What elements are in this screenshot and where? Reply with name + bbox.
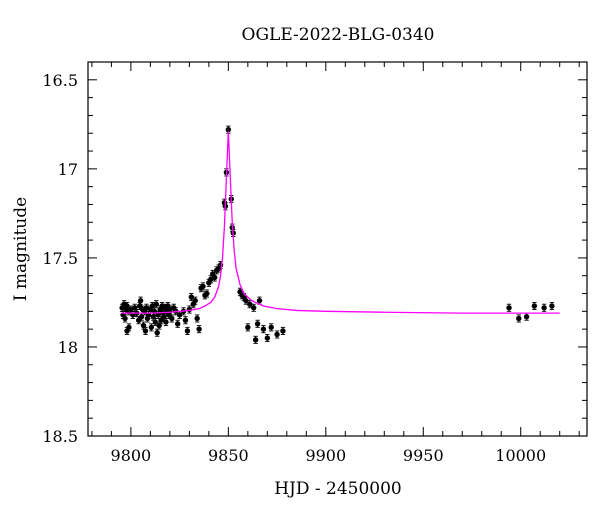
x-tick-label: 9950 <box>403 446 444 465</box>
data-point <box>523 313 530 320</box>
x-tick-label: 9850 <box>208 446 249 465</box>
data-point <box>140 322 147 329</box>
data-point <box>158 317 164 323</box>
data-point <box>156 322 162 329</box>
data-point <box>182 317 189 323</box>
data-point <box>531 303 538 309</box>
data-point <box>260 326 267 332</box>
data-point <box>142 328 149 334</box>
data-point <box>188 294 195 300</box>
data-point <box>256 297 263 304</box>
y-tick-label: 16.5 <box>42 71 78 90</box>
data-point <box>200 283 206 290</box>
data-point <box>194 315 200 322</box>
data-point <box>148 324 155 331</box>
data-point <box>250 305 257 311</box>
data-point <box>137 297 144 304</box>
data-point <box>166 312 172 318</box>
data-point <box>549 303 555 309</box>
model-curve <box>121 131 560 314</box>
chart-title: OGLE-2022-BLG-0340 <box>242 25 435 45</box>
data-points <box>119 126 555 343</box>
data-point <box>541 305 547 311</box>
data-point <box>138 313 145 320</box>
data-point <box>174 321 181 327</box>
data-point <box>268 324 274 331</box>
data-point <box>184 328 191 334</box>
data-point <box>176 312 183 318</box>
data-point <box>211 274 218 281</box>
data-point <box>122 315 128 322</box>
data-point <box>247 301 253 307</box>
data-point <box>274 331 280 338</box>
x-tick-label: 9900 <box>305 446 346 465</box>
data-point <box>126 324 132 331</box>
data-point <box>153 301 159 307</box>
data-point <box>124 303 130 309</box>
data-point <box>150 313 156 320</box>
plot-frame <box>87 61 588 437</box>
data-point <box>152 319 158 325</box>
data-point <box>154 330 160 336</box>
x-tick-labels: 9800 9850 9900 9950 10000 <box>111 446 547 465</box>
data-point <box>204 290 210 297</box>
data-point <box>243 297 249 304</box>
y-tick-label: 17 <box>58 160 78 179</box>
x-tick-label: 10000 <box>495 446 546 465</box>
y-tick-label: 18 <box>58 338 78 357</box>
data-point <box>196 326 202 332</box>
data-point <box>516 315 522 322</box>
data-point <box>155 312 161 318</box>
data-point <box>252 337 259 343</box>
y-tick-label: 18.5 <box>42 427 78 446</box>
y-tick-label: 17.5 <box>42 249 78 268</box>
data-point <box>169 315 175 322</box>
data-point <box>280 328 286 334</box>
data-point <box>136 303 143 309</box>
data-point <box>192 297 198 304</box>
x-tick-label: 9800 <box>111 446 152 465</box>
data-point <box>245 324 251 331</box>
x-axis-label: HJD - 2450000 <box>274 479 402 499</box>
data-point <box>163 319 169 325</box>
data-point <box>506 305 512 311</box>
data-point <box>132 305 138 311</box>
data-point <box>254 321 261 327</box>
data-point <box>225 126 232 133</box>
data-point <box>264 335 271 341</box>
data-point <box>161 313 167 320</box>
y-axis-label: I magnitude <box>11 197 31 301</box>
axis-ticks <box>88 61 587 437</box>
data-point <box>135 317 142 323</box>
y-tick-labels: 16.5 17 17.5 18 18.5 <box>42 71 78 446</box>
